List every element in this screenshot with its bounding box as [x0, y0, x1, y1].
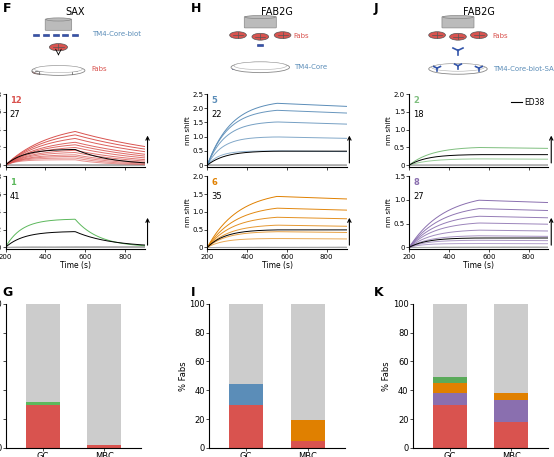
X-axis label: Time (s): Time (s) [261, 261, 293, 270]
Ellipse shape [49, 43, 68, 51]
Bar [433, 377, 466, 383]
Bar [433, 393, 466, 404]
Ellipse shape [46, 18, 71, 21]
Bar [495, 393, 529, 400]
Ellipse shape [230, 32, 247, 38]
Bar [433, 383, 466, 393]
Bar [72, 34, 78, 37]
Text: K: K [374, 286, 383, 298]
Bar [257, 43, 263, 46]
Text: 41: 41 [10, 192, 20, 202]
Ellipse shape [231, 62, 290, 73]
Text: Fabs: Fabs [294, 33, 309, 39]
FancyBboxPatch shape [244, 16, 276, 28]
Ellipse shape [432, 64, 484, 71]
X-axis label: Time (s): Time (s) [463, 261, 494, 270]
Bar [291, 304, 325, 420]
Text: 18: 18 [413, 110, 424, 119]
Text: TM4-Core-biot: TM4-Core-biot [92, 31, 141, 37]
Ellipse shape [429, 64, 487, 74]
Bar [254, 67, 260, 69]
Text: FAB2G: FAB2G [261, 7, 293, 17]
Ellipse shape [443, 16, 473, 19]
FancyBboxPatch shape [442, 16, 474, 28]
Y-axis label: % Fabs: % Fabs [179, 361, 188, 391]
Bar [229, 404, 263, 448]
Ellipse shape [35, 65, 82, 73]
Text: 35: 35 [212, 192, 222, 202]
Ellipse shape [470, 32, 487, 38]
Bar [291, 420, 325, 441]
Bar [276, 67, 283, 69]
Bar [495, 304, 529, 393]
Text: 22: 22 [212, 110, 222, 119]
Ellipse shape [65, 69, 79, 74]
Y-axis label: nm shift: nm shift [184, 116, 191, 145]
Bar [243, 64, 249, 67]
Text: Fabs: Fabs [92, 66, 107, 72]
Text: F: F [3, 2, 11, 15]
Text: SAX: SAX [65, 7, 85, 17]
Ellipse shape [32, 69, 46, 74]
Bar [88, 445, 121, 448]
Bar [433, 304, 466, 377]
Bar [229, 304, 263, 384]
Text: TM4-Core-biot-SA: TM4-Core-biot-SA [493, 66, 553, 72]
Bar [495, 400, 529, 422]
Text: 8: 8 [413, 179, 419, 187]
Bar [25, 402, 59, 404]
Bar [229, 384, 263, 404]
Bar [25, 404, 59, 448]
Text: H: H [191, 2, 202, 15]
Bar [291, 441, 325, 448]
Ellipse shape [32, 66, 85, 75]
Text: G: G [3, 286, 13, 298]
Y-axis label: % Fabs: % Fabs [382, 361, 392, 391]
Bar [495, 422, 529, 448]
Ellipse shape [450, 33, 466, 40]
Bar [88, 304, 121, 445]
Bar [43, 34, 49, 37]
Bar [63, 34, 69, 37]
Text: FAB2G: FAB2G [463, 7, 495, 17]
Text: Fabs: Fabs [493, 33, 509, 39]
Text: 1: 1 [10, 179, 16, 187]
Bar [25, 304, 59, 402]
Ellipse shape [274, 32, 291, 38]
Legend: ED38: ED38 [511, 98, 545, 107]
Ellipse shape [429, 32, 445, 38]
Ellipse shape [49, 66, 63, 72]
Text: 5: 5 [212, 96, 218, 105]
Text: TM4-Core: TM4-Core [294, 64, 327, 70]
Ellipse shape [252, 33, 269, 40]
Text: 2: 2 [413, 96, 419, 105]
Bar [265, 64, 271, 67]
Text: 27: 27 [10, 110, 20, 119]
Bar [53, 34, 59, 37]
Text: 12: 12 [10, 96, 22, 105]
FancyBboxPatch shape [45, 19, 71, 30]
Ellipse shape [245, 16, 275, 19]
Y-axis label: nm shift: nm shift [387, 116, 392, 145]
Bar [433, 404, 466, 448]
Text: 27: 27 [413, 192, 424, 202]
Y-axis label: nm shift: nm shift [184, 198, 191, 227]
Bar [33, 34, 39, 37]
Bar [232, 67, 238, 69]
X-axis label: Time (s): Time (s) [60, 261, 91, 270]
Y-axis label: nm shift: nm shift [387, 198, 392, 227]
Ellipse shape [234, 62, 286, 69]
Text: J: J [374, 2, 378, 15]
Text: I: I [191, 286, 196, 298]
Text: 6: 6 [212, 179, 218, 187]
